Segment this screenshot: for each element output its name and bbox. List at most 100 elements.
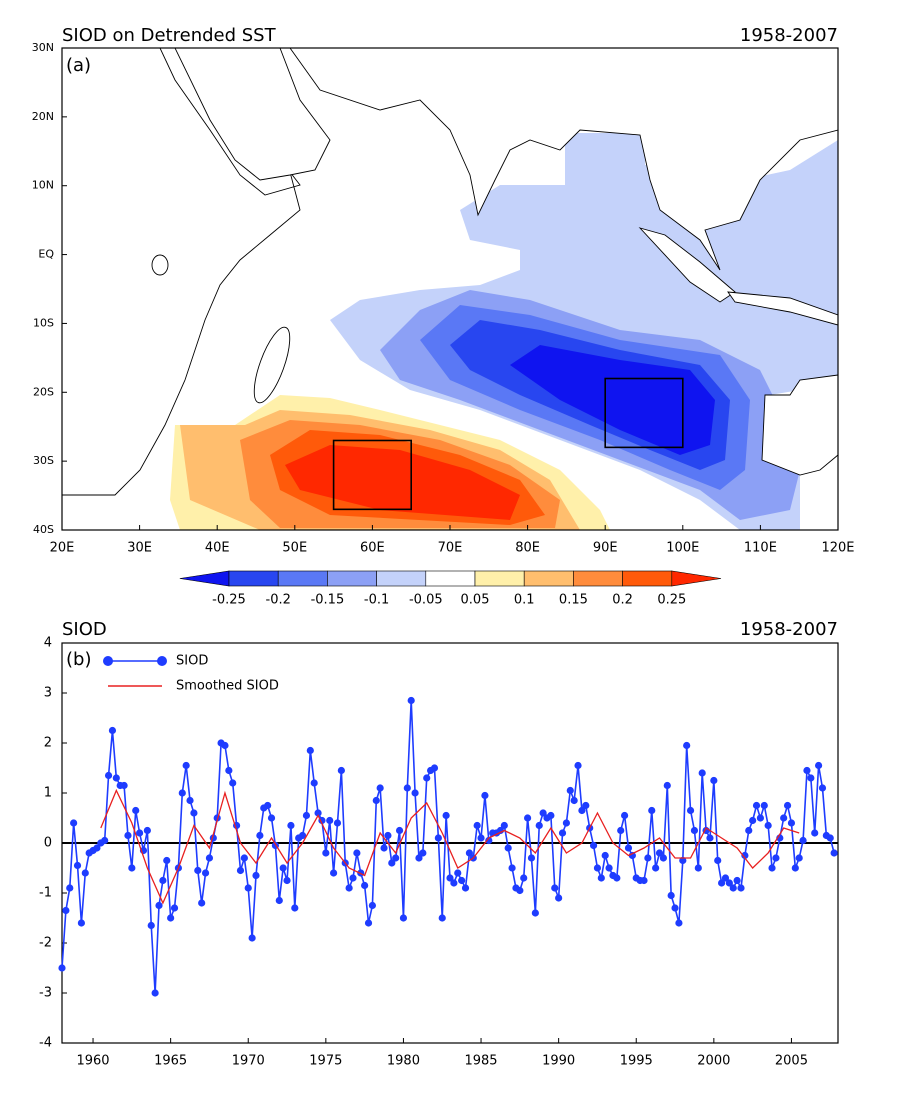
data-point [807,774,815,782]
panel-b-title: SIOD [62,619,107,640]
data-point [454,869,462,877]
data-point [485,836,493,845]
data-point [163,856,171,865]
data-point [330,869,338,877]
data-point [93,844,101,852]
data-point [101,836,109,845]
data-point [555,894,563,902]
legend-marker [103,656,113,666]
x-tick-label: 110E [744,541,777,556]
data-point [62,906,70,915]
data-point [151,989,159,997]
x-tick-label: 1970 [232,1054,265,1069]
data-point [818,784,827,792]
x-tick-label: 1980 [387,1054,420,1069]
x-tick-label: 60E [360,541,385,556]
data-point [132,806,140,815]
y-tick-label: -1 [39,886,52,901]
x-tick-label: 20E [50,541,75,556]
land [62,48,301,496]
data-point [710,776,718,785]
data-point [589,841,598,850]
colorbar-label: 0.25 [657,593,686,608]
data-point [108,726,117,735]
data-point [683,741,691,750]
data-point [364,919,373,927]
data-point [473,821,481,830]
x-tick-label: 1995 [620,1054,653,1069]
data-point [659,854,668,862]
data-point [384,831,392,840]
data-point [465,849,473,857]
data-point [240,854,248,862]
data-point [772,854,780,862]
data-point [721,874,730,882]
colorbar-label: -0.25 [212,593,246,608]
data-point [570,796,578,805]
colorbar-cell [523,570,574,587]
y-tick-label: EQ [38,248,54,261]
data-point [752,801,761,810]
data-point [698,769,706,777]
data-point [283,876,291,885]
data-point [652,864,660,872]
data-point [446,874,454,882]
data-point [415,854,423,862]
data-point [686,806,695,815]
data-point [349,874,357,882]
y-tick-label: 30S [33,454,54,467]
x-tick-label: 2000 [697,1054,730,1069]
y-tick-label: 0 [44,836,52,851]
data-point [601,851,609,860]
data-point [306,746,314,755]
data-point [376,784,384,792]
y-tick-label: 4 [44,636,52,651]
data-point [136,829,144,837]
data-point [605,864,613,872]
colorbar-cell [474,570,525,587]
contour-fill [510,345,715,455]
colorbar-label: -0.1 [364,593,389,608]
data-point [655,849,664,857]
y-tick-label: 20S [33,385,54,398]
legend-marker [157,656,167,666]
data-point [267,814,276,822]
data-point [143,826,151,835]
data-point [756,814,765,822]
colorbar-cell [622,570,673,587]
data-point [81,869,89,877]
data-point [562,819,571,827]
data-point [310,779,318,787]
data-point [221,741,229,750]
x-tick-label: 30E [127,541,152,556]
data-point [760,801,768,810]
panel-label: (a) [66,55,91,76]
data-point [741,851,749,860]
data-point [438,914,446,922]
data-point [799,836,807,845]
data-point [298,831,307,840]
contour-fill [285,445,520,520]
panel-a-title: SIOD on Detrended SST [62,25,277,46]
data-point [302,811,311,820]
data-point [787,819,796,827]
panel-a-period: 1958-2007 [740,25,838,46]
y-tick-label: 2 [44,736,52,751]
data-point [749,816,757,825]
colorbar-cell [425,570,476,587]
data-point [244,884,252,892]
data-point [388,859,396,867]
data-point [621,811,629,820]
x-tick-label: 1960 [76,1054,109,1069]
data-point [768,864,776,872]
data-point [613,874,621,882]
x-tick-label: 100E [666,541,699,556]
data-point [419,849,427,857]
data-point [718,879,726,887]
data-point [597,874,605,882]
data-point [539,809,547,817]
data-point [617,826,625,835]
land [761,374,838,476]
colorbar-label: 0.15 [559,593,588,608]
